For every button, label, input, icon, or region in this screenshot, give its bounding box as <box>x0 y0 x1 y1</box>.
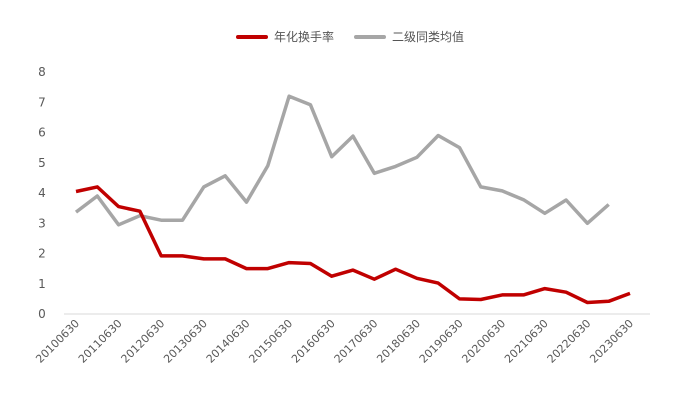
y-tick-label: 8 <box>38 65 46 79</box>
x-tick-label: 20230630 <box>587 317 636 366</box>
series-line-turnover <box>75 185 631 305</box>
y-tick-label: 2 <box>38 247 46 261</box>
x-tick-label: 20190630 <box>417 317 466 366</box>
y-tick-label: 3 <box>38 216 46 230</box>
x-tick-label: 20200630 <box>459 317 508 366</box>
y-tick-label: 6 <box>38 126 46 140</box>
x-tick-label: 20220630 <box>545 317 594 366</box>
legend-swatch-peer <box>354 34 386 39</box>
x-tick-label: 20160630 <box>289 317 338 366</box>
x-tick-label: 20170630 <box>332 317 381 366</box>
x-tick-label: 20130630 <box>161 317 210 366</box>
legend-item-peer: 二级同类均值 <box>354 28 464 45</box>
y-tick-label: 7 <box>38 95 46 109</box>
x-tick-label: 20120630 <box>119 317 168 366</box>
x-tick-label: 20140630 <box>204 317 253 366</box>
x-tick-label: 20210630 <box>502 317 551 366</box>
legend-label-turnover: 年化换手率 <box>273 30 334 44</box>
legend-swatch-turnover <box>235 34 268 39</box>
y-tick-label: 0 <box>38 307 46 321</box>
x-tick-label: 20180630 <box>374 317 423 366</box>
y-tick-label: 5 <box>38 156 46 170</box>
legend-item-turnover: 年化换手率 <box>235 28 334 45</box>
series-line-peer-average <box>74 94 610 227</box>
y-tick-label: 4 <box>38 186 46 200</box>
x-tick-label: 20100630 <box>33 317 82 366</box>
x-tick-label: 20150630 <box>246 317 295 366</box>
y-tick-label: 1 <box>38 277 46 291</box>
x-tick-label: 20110630 <box>76 317 125 366</box>
legend: 年化换手率 二级同类均值 <box>0 28 700 45</box>
legend-label-peer: 二级同类均值 <box>392 30 465 44</box>
